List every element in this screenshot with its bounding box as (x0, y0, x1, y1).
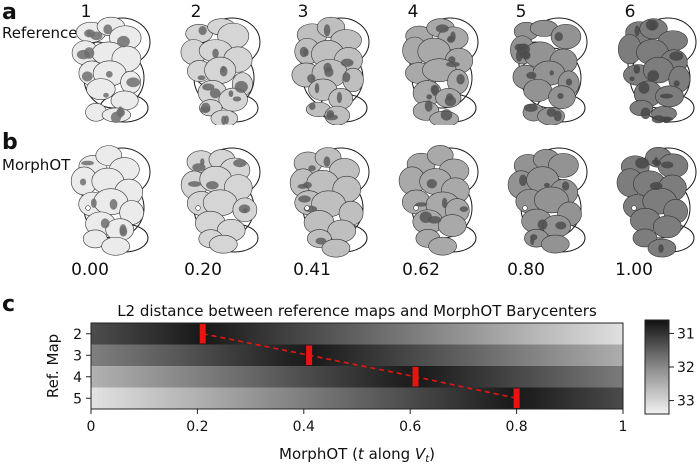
y-tick-label: 3 (73, 348, 82, 364)
x-tick-label: 0 (87, 419, 96, 435)
x-axis-label: MorphOT (t along Vt) (279, 445, 435, 465)
x-tick-label: 0.6 (399, 419, 421, 435)
column-label-5: 5 (515, 2, 527, 22)
column-label-1: 1 (80, 2, 92, 22)
minimum-marker-5 (513, 388, 520, 408)
column-label-6: 6 (624, 2, 636, 22)
t-label-6: 1.00 (615, 260, 653, 280)
heatmap-row-5 (91, 387, 623, 409)
t-label-1: 0.00 (71, 260, 109, 280)
reference-row-label: Reference (2, 24, 78, 42)
colorbar-tick-label: 33 (677, 394, 695, 410)
heatmap-rows (91, 323, 623, 409)
colorbar-tick-label: 31 (677, 326, 695, 342)
reference-map-4 (402, 17, 479, 125)
x-tick-label: 0.8 (505, 419, 527, 435)
heatmap-row-4 (91, 366, 623, 388)
t-label-5: 0.80 (507, 260, 545, 280)
y-tick-label: 5 (73, 391, 82, 407)
x-tick-label: 0.2 (186, 419, 208, 435)
chart-title: L2 distance between reference maps and M… (117, 302, 597, 320)
colorbar (644, 319, 670, 415)
morphot-map-5 (507, 147, 588, 254)
minimum-marker-2 (199, 324, 206, 344)
t-label-2: 0.20 (184, 260, 222, 280)
x-tick-label: 0.4 (293, 419, 315, 435)
morphot-row-label: MorphOT (2, 156, 71, 174)
t-label-4: 0.62 (402, 260, 440, 280)
minimum-marker-4 (412, 367, 419, 387)
morphot-map-2 (180, 147, 261, 254)
heatmap-row-3 (91, 344, 623, 366)
panel-b-letter: b (2, 130, 18, 155)
x-tick-label: 1 (619, 419, 628, 435)
morphot-map-6 (616, 146, 697, 258)
panel-c-letter: c (2, 292, 16, 317)
column-label-4: 4 (407, 2, 419, 22)
reference-map-1 (71, 16, 151, 123)
minima-trace (202, 332, 517, 400)
reference-map-5 (510, 17, 588, 125)
panel-a-letter: a (2, 0, 17, 25)
y-axis-label: Ref. Map (44, 334, 62, 398)
column-label-2: 2 (190, 2, 202, 22)
heatmap-frame (90, 322, 624, 410)
reference-map-6 (617, 17, 697, 124)
column-label-3: 3 (297, 2, 309, 22)
y-axis-ticks: 2 3 4 5 (73, 327, 91, 407)
morphot-map-4 (398, 145, 479, 256)
colorbar-tick-label: 32 (677, 360, 695, 376)
reference-map-3 (291, 16, 370, 125)
reference-map-2 (180, 17, 261, 125)
morphot-map-1 (70, 145, 151, 256)
minimum-marker-3 (306, 345, 313, 365)
minima-markers (199, 324, 520, 408)
minima-trace-line (202, 332, 517, 400)
x-axis-ticks: 0 0.2 0.4 0.6 0.8 1 (87, 409, 628, 435)
heatmap-row-2 (91, 323, 623, 345)
y-tick-label: 4 (73, 370, 82, 386)
morphot-map-3 (289, 147, 370, 258)
t-label-3: 0.41 (293, 260, 331, 280)
y-tick-label: 2 (73, 327, 82, 343)
colorbar-ticks: 31 32 33 (669, 326, 695, 410)
